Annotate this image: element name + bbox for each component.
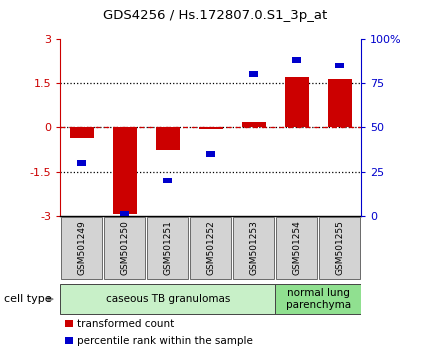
Bar <box>276 217 317 279</box>
Bar <box>292 57 301 63</box>
Text: percentile rank within the sample: percentile rank within the sample <box>77 336 252 346</box>
Text: GSM501250: GSM501250 <box>120 220 129 275</box>
Bar <box>335 63 344 68</box>
Text: GSM501251: GSM501251 <box>163 220 172 275</box>
Bar <box>163 178 172 183</box>
Text: GSM501249: GSM501249 <box>77 221 86 275</box>
Bar <box>206 151 215 157</box>
Bar <box>60 284 275 314</box>
Bar <box>285 77 308 127</box>
Bar <box>77 160 86 166</box>
Bar <box>120 211 129 217</box>
Text: GSM501253: GSM501253 <box>249 220 258 275</box>
Bar <box>242 122 266 127</box>
Bar <box>70 127 94 138</box>
Bar <box>328 79 351 127</box>
Bar <box>275 284 361 314</box>
Bar <box>156 127 180 149</box>
Text: cell type: cell type <box>4 294 52 304</box>
Text: caseous TB granulomas: caseous TB granulomas <box>105 294 230 304</box>
Bar <box>61 217 102 279</box>
Bar <box>190 217 231 279</box>
Text: GSM501252: GSM501252 <box>206 221 215 275</box>
Bar <box>113 127 137 215</box>
Text: GDS4256 / Hs.172807.0.S1_3p_at: GDS4256 / Hs.172807.0.S1_3p_at <box>103 9 327 22</box>
Bar <box>199 127 223 129</box>
Text: GSM501255: GSM501255 <box>335 220 344 275</box>
Bar <box>319 217 360 279</box>
Text: GSM501254: GSM501254 <box>292 221 301 275</box>
Bar <box>233 217 274 279</box>
Bar <box>249 72 258 77</box>
Text: normal lung
parenchyma: normal lung parenchyma <box>286 288 351 310</box>
Bar <box>147 217 188 279</box>
Bar <box>104 217 145 279</box>
Text: transformed count: transformed count <box>77 319 174 329</box>
